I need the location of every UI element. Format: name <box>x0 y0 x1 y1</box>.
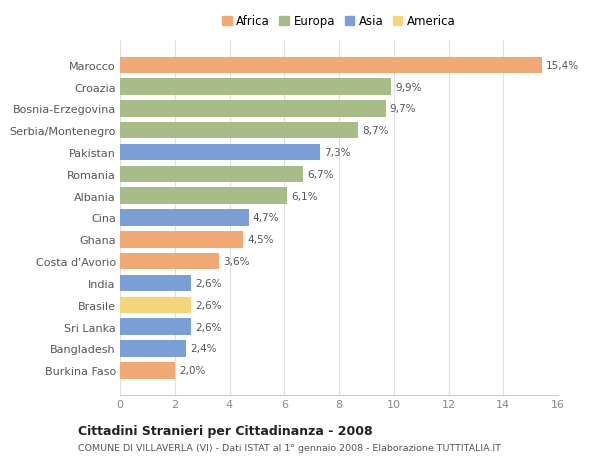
Bar <box>120 362 175 379</box>
Text: 8,7%: 8,7% <box>362 126 389 136</box>
Bar <box>120 166 304 183</box>
Legend: Africa, Europa, Asia, America: Africa, Europa, Asia, America <box>218 12 460 32</box>
Bar <box>120 232 243 248</box>
Bar <box>120 297 191 313</box>
Bar <box>120 253 218 270</box>
Text: 15,4%: 15,4% <box>545 61 579 71</box>
Bar <box>120 57 542 74</box>
Text: Cittadini Stranieri per Cittadinanza - 2008: Cittadini Stranieri per Cittadinanza - 2… <box>78 424 373 437</box>
Bar <box>120 101 386 118</box>
Text: 2,6%: 2,6% <box>195 279 222 288</box>
Bar <box>120 275 191 291</box>
Bar <box>120 210 248 226</box>
Text: 4,5%: 4,5% <box>247 235 274 245</box>
Text: 6,7%: 6,7% <box>308 169 334 179</box>
Text: 3,6%: 3,6% <box>223 257 249 267</box>
Bar <box>120 123 358 139</box>
Text: 9,9%: 9,9% <box>395 82 422 92</box>
Text: 2,6%: 2,6% <box>195 300 222 310</box>
Bar <box>120 188 287 204</box>
Text: 2,0%: 2,0% <box>179 365 205 375</box>
Text: 2,6%: 2,6% <box>195 322 222 332</box>
Text: 4,7%: 4,7% <box>253 213 279 223</box>
Text: 2,4%: 2,4% <box>190 344 217 354</box>
Text: COMUNE DI VILLAVERLA (VI) - Dati ISTAT al 1° gennaio 2008 - Elaborazione TUTTITA: COMUNE DI VILLAVERLA (VI) - Dati ISTAT a… <box>78 443 501 452</box>
Bar <box>120 79 391 95</box>
Bar <box>120 319 191 335</box>
Text: 9,7%: 9,7% <box>389 104 416 114</box>
Text: 7,3%: 7,3% <box>324 148 350 157</box>
Bar <box>120 145 320 161</box>
Text: 6,1%: 6,1% <box>291 191 317 201</box>
Bar <box>120 341 186 357</box>
